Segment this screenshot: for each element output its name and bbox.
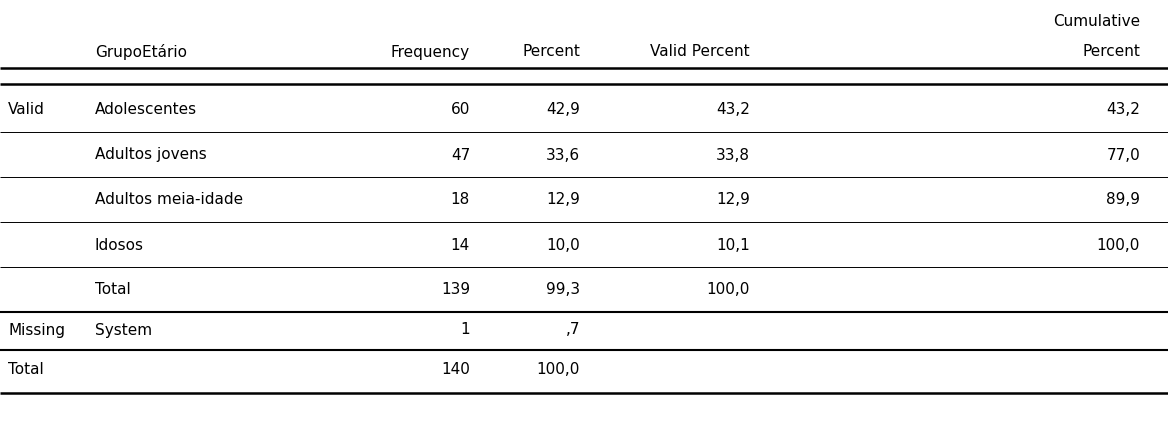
Text: 100,0: 100,0 — [707, 282, 750, 298]
Text: 1: 1 — [460, 323, 470, 338]
Text: 10,0: 10,0 — [547, 237, 580, 253]
Text: Valid Percent: Valid Percent — [651, 45, 750, 59]
Text: 12,9: 12,9 — [547, 192, 580, 207]
Text: 100,0: 100,0 — [536, 363, 580, 377]
Text: Adultos meia-idade: Adultos meia-idade — [95, 192, 243, 207]
Text: 43,2: 43,2 — [716, 103, 750, 117]
Text: 12,9: 12,9 — [716, 192, 750, 207]
Text: Valid: Valid — [8, 103, 44, 117]
Text: Frequency: Frequency — [391, 45, 470, 59]
Text: 18: 18 — [451, 192, 470, 207]
Text: 99,3: 99,3 — [545, 282, 580, 298]
Text: System: System — [95, 323, 152, 338]
Text: 140: 140 — [442, 363, 470, 377]
Text: Adolescentes: Adolescentes — [95, 103, 197, 117]
Text: 100,0: 100,0 — [1097, 237, 1140, 253]
Text: 33,6: 33,6 — [545, 148, 580, 162]
Text: 89,9: 89,9 — [1106, 192, 1140, 207]
Text: 42,9: 42,9 — [547, 103, 580, 117]
Text: Percent: Percent — [1082, 45, 1140, 59]
Text: 33,8: 33,8 — [716, 148, 750, 162]
Text: 60: 60 — [451, 103, 470, 117]
Text: 10,1: 10,1 — [716, 237, 750, 253]
Text: ,7: ,7 — [565, 323, 580, 338]
Text: 14: 14 — [451, 237, 470, 253]
Text: 47: 47 — [451, 148, 470, 162]
Text: 77,0: 77,0 — [1106, 148, 1140, 162]
Text: Percent: Percent — [522, 45, 580, 59]
Text: Cumulative: Cumulative — [1052, 14, 1140, 30]
Text: Idosos: Idosos — [95, 237, 144, 253]
Text: Adultos jovens: Adultos jovens — [95, 148, 207, 162]
Text: Missing: Missing — [8, 323, 65, 338]
Text: Total: Total — [95, 282, 131, 298]
Text: GrupoEtário: GrupoEtário — [95, 44, 187, 60]
Text: Total: Total — [8, 363, 43, 377]
Text: 43,2: 43,2 — [1106, 103, 1140, 117]
Text: 139: 139 — [440, 282, 470, 298]
